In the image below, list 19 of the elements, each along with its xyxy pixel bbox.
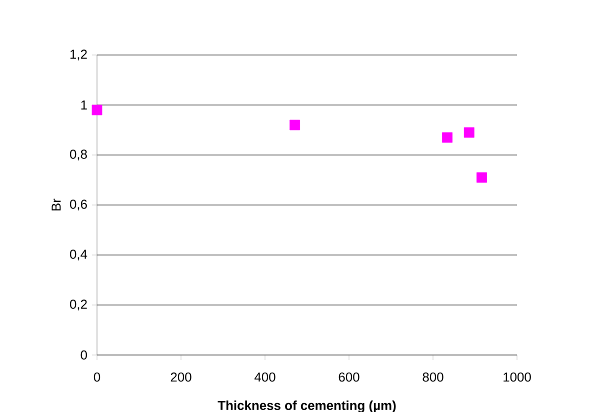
y-tick-label: 0,2 <box>70 300 87 310</box>
y-tick-label: 1 <box>81 100 87 110</box>
point <box>442 132 452 143</box>
x-tick-label: 1000 <box>504 372 531 382</box>
y-axis-title: Br <box>52 198 61 210</box>
x-tick-label: 600 <box>338 372 360 382</box>
y-tick-label: 0,8 <box>70 150 87 160</box>
y-tick-label: 0,4 <box>70 250 88 260</box>
y-tick-label: 0 <box>80 350 87 360</box>
x-tick-label: 0 <box>94 372 100 382</box>
y-tick-label: 1,2 <box>70 50 87 60</box>
point <box>476 172 487 183</box>
x-tick-label: 800 <box>422 372 444 382</box>
y-tick-label: 0,6 <box>70 200 87 210</box>
point <box>290 120 300 130</box>
x-tick-label: 200 <box>170 372 192 382</box>
point <box>92 104 102 116</box>
point <box>464 127 474 138</box>
x-tick-label: 400 <box>254 372 276 382</box>
